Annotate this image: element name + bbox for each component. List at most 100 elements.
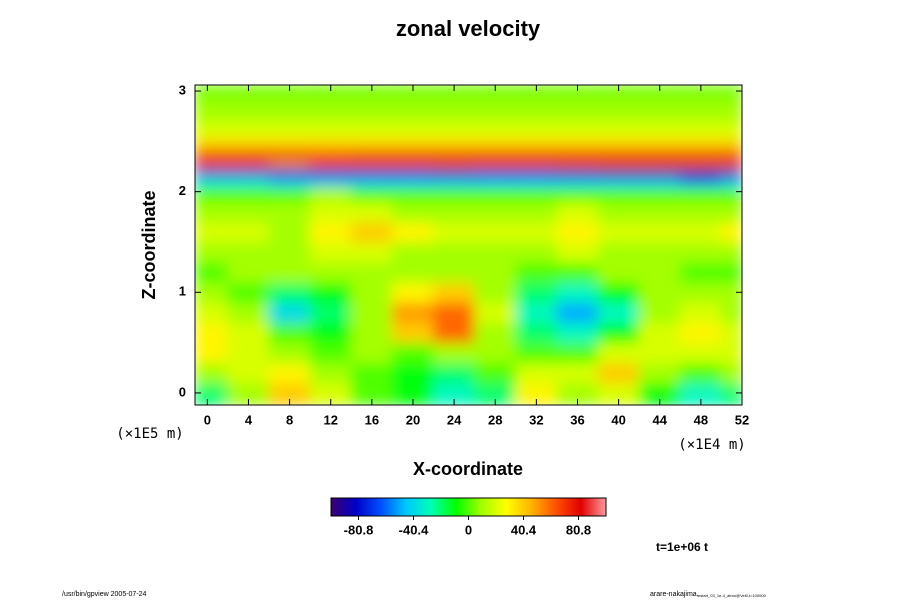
field-cell xyxy=(474,281,517,303)
field-cell xyxy=(474,241,517,263)
y-axis-label: Z-coordinate xyxy=(139,190,159,299)
field-cell xyxy=(350,137,393,151)
field-cell xyxy=(391,382,435,405)
field-cell xyxy=(391,149,435,160)
field-cell xyxy=(227,158,270,169)
field-cell xyxy=(227,321,270,344)
field-cell xyxy=(391,301,435,323)
field-cell xyxy=(720,175,742,187)
x-tick-label: 0 xyxy=(204,412,211,427)
field-cell xyxy=(195,175,229,187)
field-cell xyxy=(433,382,476,405)
field-cell xyxy=(227,85,270,102)
field-cell xyxy=(350,221,393,243)
field-cell xyxy=(227,137,270,151)
field-cell xyxy=(227,100,270,122)
x-unit: (×1E4 m) xyxy=(678,437,745,453)
field-cell xyxy=(309,241,352,263)
field-cell xyxy=(515,342,558,364)
field-cell xyxy=(195,261,229,283)
field-cell xyxy=(597,149,640,160)
field-cell xyxy=(195,281,229,303)
field-cell xyxy=(268,241,311,263)
field-cell xyxy=(309,85,352,102)
field-cell xyxy=(433,321,476,344)
field-cell xyxy=(227,342,270,364)
x-tick-label: 48 xyxy=(694,412,708,427)
field-cell xyxy=(391,201,435,223)
field-cell xyxy=(433,201,476,223)
field-cell xyxy=(679,362,722,384)
field-cell xyxy=(720,382,742,405)
footer-right-main: arare-nakajima xyxy=(650,591,697,598)
field-cell xyxy=(350,362,393,384)
field-cell xyxy=(597,281,640,303)
field-cell xyxy=(309,261,352,283)
field-cell xyxy=(515,120,558,139)
field-cell xyxy=(391,158,435,169)
field-cell xyxy=(679,85,722,102)
field-cell xyxy=(556,301,599,323)
x-tick-label: 40 xyxy=(611,412,625,427)
field-cell xyxy=(679,301,722,323)
field-cell xyxy=(227,382,270,405)
field-cell xyxy=(474,261,517,283)
field-cell xyxy=(720,321,742,344)
field-cell xyxy=(195,201,229,223)
field-cell xyxy=(195,342,229,364)
colorbar-tick-label: -40.4 xyxy=(399,522,429,537)
field-cell xyxy=(597,185,640,203)
field-cell xyxy=(268,120,311,139)
field-cell xyxy=(195,362,229,384)
field-cell xyxy=(309,342,352,364)
field-cell xyxy=(679,221,722,243)
field-cell xyxy=(433,185,476,203)
field-cell xyxy=(309,221,352,243)
field-cell xyxy=(268,137,311,151)
field-cell xyxy=(638,261,681,283)
field-cell xyxy=(597,158,640,169)
field-cell xyxy=(679,137,722,151)
field-cell xyxy=(350,201,393,223)
x-tick-label: 16 xyxy=(365,412,379,427)
field-cell xyxy=(638,281,681,303)
field-cell xyxy=(556,382,599,405)
field-cell xyxy=(515,201,558,223)
field-cell xyxy=(474,100,517,122)
field-cell xyxy=(597,167,640,177)
field-cell xyxy=(195,167,229,177)
field-cell xyxy=(638,100,681,122)
field-cell xyxy=(391,185,435,203)
field-cell xyxy=(433,362,476,384)
field-cell xyxy=(679,120,722,139)
field-cell xyxy=(195,149,229,160)
x-tick-label: 44 xyxy=(653,412,668,427)
field-cell xyxy=(268,158,311,169)
field-cell xyxy=(720,149,742,160)
field-cell xyxy=(309,137,352,151)
field-cell xyxy=(597,100,640,122)
field-cell xyxy=(679,241,722,263)
x-axis-label: X-coordinate xyxy=(413,459,523,479)
field-cell xyxy=(268,301,311,323)
field-cell xyxy=(679,281,722,303)
field-cell xyxy=(556,261,599,283)
field-cell xyxy=(474,321,517,344)
field-cell xyxy=(638,201,681,223)
field-cell xyxy=(638,149,681,160)
field-cell xyxy=(350,100,393,122)
field-cell xyxy=(597,85,640,102)
field-cell xyxy=(227,120,270,139)
field-cell xyxy=(515,85,558,102)
field-cell xyxy=(268,201,311,223)
field-cell xyxy=(309,167,352,177)
field-cell xyxy=(433,100,476,122)
x-tick-label: 52 xyxy=(735,412,749,427)
field-cell xyxy=(350,301,393,323)
field-cell xyxy=(309,175,352,187)
field-cell xyxy=(391,241,435,263)
field-cell xyxy=(515,100,558,122)
field-cell xyxy=(679,261,722,283)
field-cell xyxy=(720,281,742,303)
field-cell xyxy=(391,137,435,151)
